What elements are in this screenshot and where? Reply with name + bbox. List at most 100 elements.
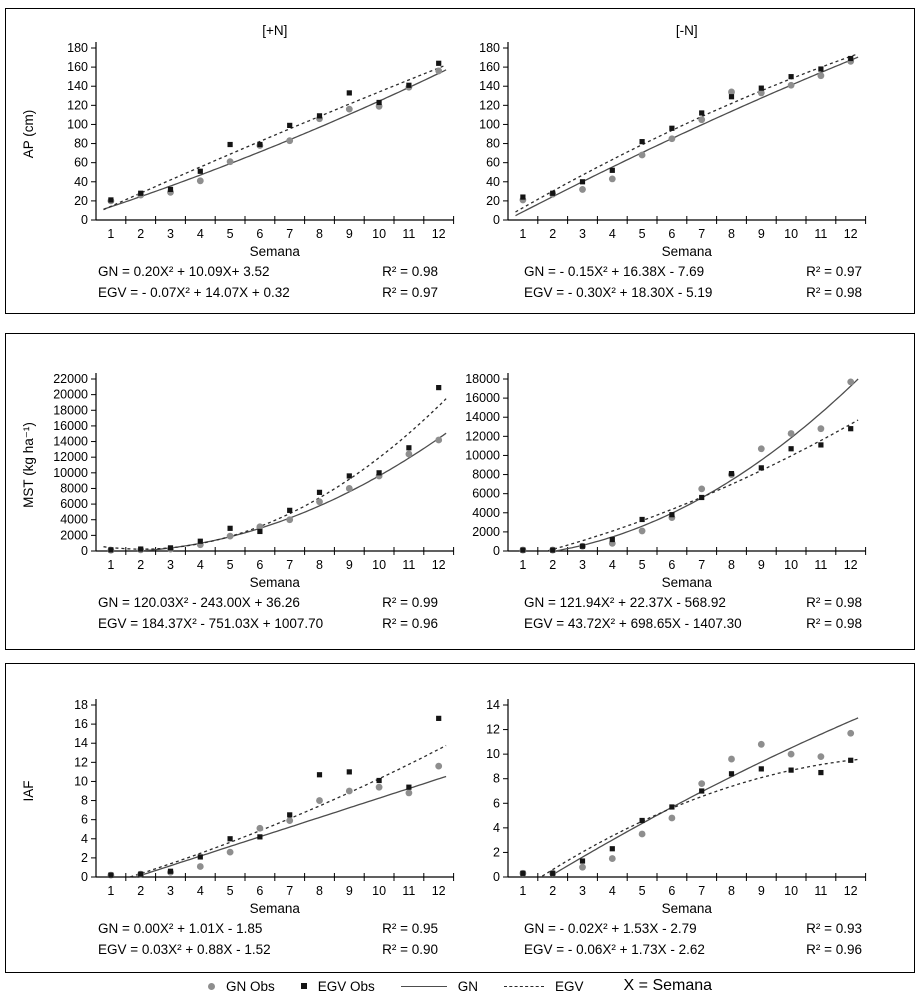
equation-egv: EGV = 43.72X² + 698.65X - 1407.30 — [524, 616, 742, 631]
y-tick-label: 120 — [479, 98, 500, 112]
egv-obs-point — [287, 122, 293, 128]
egv-obs-square-marker-icon — [300, 983, 307, 989]
x-tick-label: 6 — [668, 884, 675, 898]
y-tick-label: 2 — [493, 845, 500, 859]
y-tick-label: 160 — [67, 60, 88, 74]
gn-obs-point — [256, 824, 264, 832]
gn-obs-point — [757, 445, 765, 453]
x-tick-label: 11 — [814, 884, 827, 898]
egv-obs-point — [257, 834, 263, 840]
legend-item-gn-line: GN — [400, 979, 478, 994]
y-tick-label: 140 — [67, 79, 88, 93]
egv-obs-point — [138, 190, 144, 196]
egv-obs-point — [848, 757, 854, 763]
x-tick-label: 4 — [197, 884, 204, 898]
x-tick-label: 10 — [784, 558, 798, 572]
x-axis-label: Semana — [250, 901, 301, 916]
x-tick-label: 2 — [549, 558, 556, 572]
y-tick-label: 20 — [486, 194, 500, 208]
y-tick-label: 120 — [67, 98, 88, 112]
gn-obs-point — [226, 848, 234, 856]
egv-fit-line — [103, 398, 447, 550]
y-tick-label: 0 — [493, 870, 500, 884]
x-tick-label: 10 — [372, 227, 386, 241]
chart-ap-minus-n: 0 20 40 60 80 100 120 140 160 180 1 2 3 4 5 6 7 8 9 10 11 12 S… — [458, 13, 910, 303]
chart-ap-plus-n: 0 20 40 60 80 100 120 140 160 180 1 2 3 4 5 6 7 8 9 10 11 12 S… — [6, 13, 458, 303]
egv-obs-point — [346, 90, 352, 96]
equations-block: GN = 0.00X² + 1.01X - 1.85 R² = 0.95 EGV … — [98, 918, 438, 960]
gn-obs-point — [728, 755, 735, 763]
panel-mst-charts-row: 0 2000 4000 6000 8000 10000 12000 14000 16000 180… — [6, 334, 914, 634]
egv-obs-point — [699, 788, 705, 794]
y-tick-label: 4000 — [472, 506, 500, 520]
gn-obs-point — [668, 135, 676, 143]
equation-gn: GN = 120.03X² - 243.00X + 36.26 — [98, 595, 300, 610]
equations-block: GN = - 0.02X² + 1.53X - 2.79 R² = 0.93 EG… — [524, 918, 862, 960]
gn-obs-point — [698, 780, 706, 788]
gn-obs-point — [638, 151, 646, 159]
egv-obs-point — [728, 94, 735, 100]
gn-obs-point — [435, 436, 443, 444]
gn-obs-point — [435, 67, 443, 75]
x-tick-label: 7 — [698, 884, 705, 898]
egv-obs-point — [609, 846, 615, 852]
egv-obs-point — [167, 186, 174, 193]
egv-obs-point — [138, 871, 144, 877]
x-tick-label: 6 — [668, 558, 675, 572]
gn-obs-circle-marker-icon — [207, 982, 215, 990]
equations-block: GN = 0.20X² + 10.09X+ 3.52 R² = 0.98 EGV … — [98, 261, 438, 303]
x-tick-label: 2 — [549, 227, 556, 241]
x-tick-label: 7 — [286, 884, 293, 898]
y-tick-label: 2 — [81, 851, 88, 865]
x-tick-label: 7 — [698, 558, 705, 572]
egv-obs-point — [669, 804, 675, 810]
chart-title: [-N] — [676, 23, 698, 38]
egv-obs-point — [287, 507, 293, 513]
y-tick-label: 80 — [486, 137, 500, 151]
egv-obs-point — [550, 547, 556, 553]
gn-obs-point — [286, 516, 294, 524]
egv-obs-point — [639, 516, 645, 523]
gn-obs-point — [345, 485, 353, 492]
y-tick-label: 14 — [486, 698, 500, 712]
egv-obs-point — [669, 512, 675, 518]
gn-obs-point — [226, 532, 234, 540]
equation-egv: EGV = 0.03X² + 0.88X - 1.52 — [98, 942, 271, 957]
x-tick-label: 10 — [784, 884, 798, 898]
egv-obs-point — [579, 543, 586, 549]
y-tick-label: 20 — [74, 194, 88, 208]
y-tick-label: 10000 — [53, 466, 88, 480]
x-tick-label: 6 — [256, 884, 263, 898]
egv-obs-point — [669, 125, 675, 131]
y-tick-label: 0 — [81, 870, 88, 884]
x-tick-label: 8 — [316, 558, 323, 572]
egv-obs-point — [376, 777, 382, 784]
egv-obs-point — [227, 525, 233, 531]
y-tick-label: 0 — [81, 544, 88, 558]
y-tick-label: 14 — [74, 736, 88, 750]
egv-obs-point — [346, 769, 352, 775]
x-tick-label: 7 — [698, 227, 705, 241]
x-tick-label: 9 — [758, 227, 765, 241]
gn-obs-point — [286, 817, 294, 825]
x-tick-label: 4 — [609, 227, 616, 241]
r-squared-gn: R² = 0.98 — [382, 264, 438, 279]
egv-obs-point — [520, 194, 526, 200]
y-tick-label: 10 — [74, 774, 88, 788]
y-tick-label: 140 — [479, 79, 500, 93]
egv-obs-point — [639, 139, 645, 145]
egv-obs-point — [227, 836, 233, 842]
equation-egv: EGV = - 0.07X² + 14.07X + 0.32 — [98, 285, 290, 300]
egv-fit-line — [103, 64, 447, 211]
panel-iaf: 0 2 4 6 8 10 12 14 16 18 1 2 3 4 5 6 7 8 9 10 11 12 Semana IAF … — [5, 663, 915, 973]
egv-obs-point — [287, 812, 293, 818]
egv-obs-point — [436, 715, 442, 721]
egv-obs-point — [108, 197, 114, 203]
x-tick-label: 4 — [609, 558, 616, 572]
egv-obs-point — [788, 767, 794, 773]
y-tick-label: 12000 — [465, 429, 500, 443]
x-tick-label: 12 — [432, 227, 446, 241]
panel-ap-charts-row: 0 20 40 60 80 100 120 140 160 180 1 2 3 4 5 6 7 8 9 10 11 12 S… — [6, 9, 914, 303]
legend-label-gn-obs: GN Obs — [225, 978, 275, 994]
